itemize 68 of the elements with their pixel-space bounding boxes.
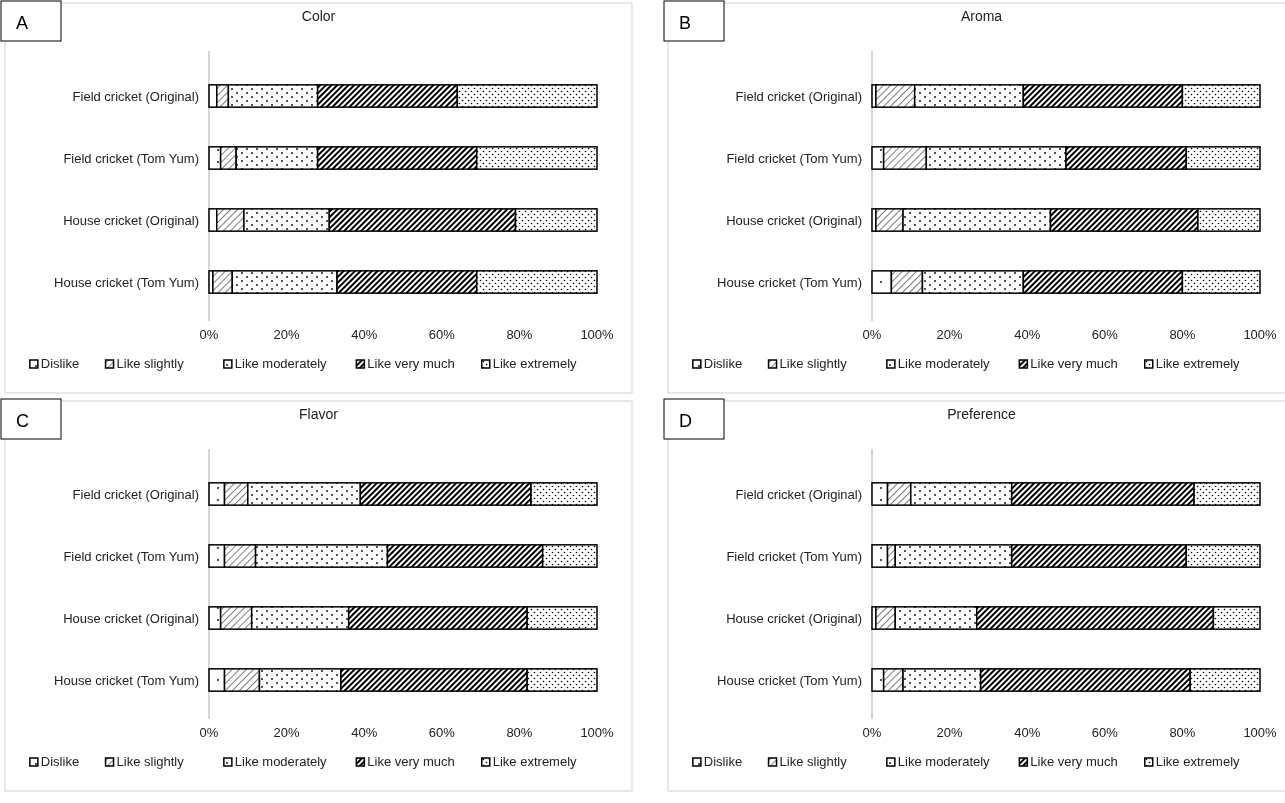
legend-label: Like slightly xyxy=(779,754,848,769)
y-tick-label: Field cricket (Tom Yum) xyxy=(726,150,862,166)
x-tick-label: 100% xyxy=(580,327,615,342)
legend-label: Like very much xyxy=(1030,754,1118,769)
legend-label: Like very much xyxy=(367,754,455,769)
chart-title: Color xyxy=(301,8,336,24)
legend-label: Dislike xyxy=(703,356,743,371)
legend-label: Dislike xyxy=(40,754,80,769)
x-tick-label: 40% xyxy=(351,327,378,342)
legend-label: Dislike xyxy=(40,356,80,371)
y-tick-label: Field cricket (Tom Yum) xyxy=(726,548,862,564)
x-tick-label: 40% xyxy=(1014,725,1041,740)
x-tick-label: 0% xyxy=(199,725,219,740)
text: B xyxy=(679,13,692,33)
y-tick-label: Field cricket (Tom Yum) xyxy=(63,150,199,166)
legend-label: Like very much xyxy=(1030,356,1118,371)
legend-label: Like extremely xyxy=(492,754,578,769)
x-tick-label: 20% xyxy=(936,327,964,342)
x-tick-label: 40% xyxy=(1014,327,1041,342)
legend-label: Like extremely xyxy=(492,356,578,371)
x-tick-label: 100% xyxy=(1243,725,1278,740)
y-tick-label: Field cricket (Original) xyxy=(735,88,862,104)
y-tick-label: Field cricket (Tom Yum) xyxy=(63,548,199,564)
y-tick-label: House cricket (Original) xyxy=(726,610,862,626)
legend-label: Like slightly xyxy=(779,356,848,371)
y-tick-label: Field cricket (Original) xyxy=(72,88,199,104)
x-tick-label: 60% xyxy=(1091,725,1119,740)
y-tick-label: House cricket (Original) xyxy=(63,610,199,626)
legend-label: Like extremely xyxy=(1155,754,1241,769)
chart-title: Preference xyxy=(947,406,1016,422)
text: C xyxy=(16,411,29,431)
legend-label: Like slightly xyxy=(116,754,185,769)
y-tick-label: House cricket (Tom Yum) xyxy=(54,274,199,290)
text: D xyxy=(679,411,692,431)
legend-label: Like moderately xyxy=(234,356,328,371)
y-tick-label: House cricket (Tom Yum) xyxy=(717,274,862,290)
x-tick-label: 20% xyxy=(273,725,301,740)
x-tick-label: 20% xyxy=(936,725,964,740)
y-tick-label: House cricket (Tom Yum) xyxy=(54,672,199,688)
x-tick-label: 0% xyxy=(862,327,882,342)
x-tick-label: 80% xyxy=(1169,327,1196,342)
legend-label: Like very much xyxy=(367,356,455,371)
x-tick-label: 20% xyxy=(273,327,301,342)
text: A xyxy=(16,13,29,33)
x-tick-label: 100% xyxy=(1243,327,1278,342)
x-tick-label: 80% xyxy=(506,725,533,740)
y-tick-label: Field cricket (Original) xyxy=(72,486,199,502)
chart-title: Flavor xyxy=(299,406,339,422)
x-tick-label: 40% xyxy=(351,725,378,740)
x-tick-label: 80% xyxy=(506,327,533,342)
legend-label: Like moderately xyxy=(897,754,991,769)
y-tick-label: House cricket (Original) xyxy=(63,212,199,228)
legend-label: Like slightly xyxy=(116,356,185,371)
legend-label: Like moderately xyxy=(234,754,328,769)
x-tick-label: 60% xyxy=(428,725,456,740)
y-tick-label: House cricket (Original) xyxy=(726,212,862,228)
x-tick-label: 0% xyxy=(199,327,219,342)
y-tick-label: House cricket (Tom Yum) xyxy=(717,672,862,688)
legend-label: Dislike xyxy=(703,754,743,769)
x-tick-label: 0% xyxy=(862,725,882,740)
y-tick-label: Field cricket (Original) xyxy=(735,486,862,502)
legend-label: Like extremely xyxy=(1155,356,1241,371)
chart-title: Aroma xyxy=(960,8,1003,24)
x-tick-label: 100% xyxy=(580,725,615,740)
x-tick-label: 60% xyxy=(1091,327,1119,342)
x-tick-label: 60% xyxy=(428,327,456,342)
legend-label: Like moderately xyxy=(897,356,991,371)
x-tick-label: 80% xyxy=(1169,725,1196,740)
